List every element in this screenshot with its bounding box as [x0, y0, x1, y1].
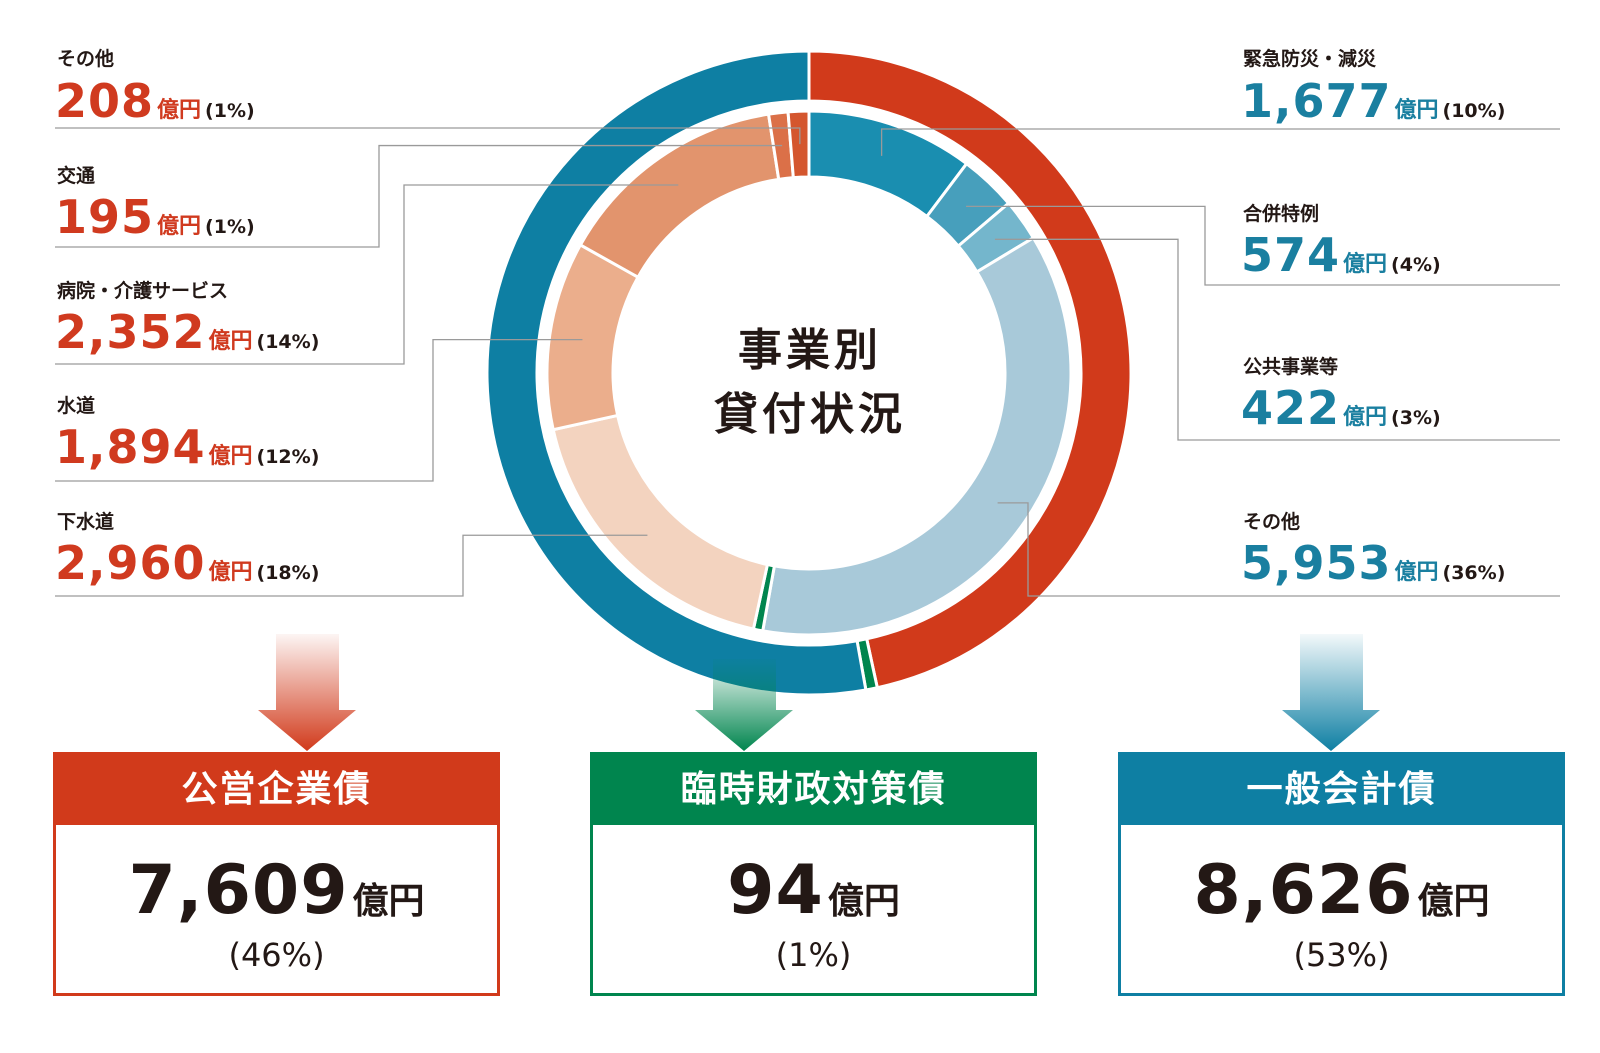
leader-line-1: [966, 205, 1560, 286]
label-percent: (1%): [205, 100, 255, 122]
label-name: 公共事業等: [1243, 356, 1339, 378]
label-number: 2,960: [55, 536, 206, 590]
label-unit: 億円: [208, 444, 253, 469]
label-value: 1,677 億円 (10%): [1241, 75, 1505, 138]
box-number: 8,626: [1193, 851, 1414, 930]
label-percent: (36%): [1442, 562, 1506, 584]
box-value: 8,626 億円: [1121, 851, 1562, 930]
box-unit: 億円: [827, 881, 900, 922]
label-value: 2,352 億円 (14%): [55, 306, 319, 369]
label-unit: 億円: [157, 214, 202, 239]
label-number: 422: [1241, 381, 1341, 435]
inner-slice-3: [760, 235, 1073, 637]
box-number: 7,609: [128, 851, 349, 930]
label-name: 交通: [57, 165, 96, 187]
label-number: 5,953: [1241, 536, 1392, 590]
leader-line-8: [55, 127, 801, 145]
box-percent: (1%): [775, 936, 852, 974]
inner-ring: [545, 109, 1073, 637]
box-value: 7,609 億円: [56, 851, 497, 930]
label-unit: 億円: [1394, 98, 1439, 123]
label-name: 下水道: [57, 511, 115, 533]
label-value: 208 億円 (1%): [55, 75, 255, 138]
arrow-down-icon: [1282, 634, 1380, 751]
label-name: 合併特例: [1243, 203, 1320, 225]
inner-slice-6: [545, 242, 641, 432]
label-number: 195: [55, 190, 155, 244]
label-number: 574: [1241, 228, 1341, 282]
box-unit: 億円: [352, 881, 425, 922]
label-value: 195 億円 (1%): [55, 191, 255, 254]
box-percent: (53%): [1293, 936, 1390, 974]
box-unit: 億円: [1417, 881, 1490, 922]
label-name: 緊急防災・減災: [1243, 48, 1377, 70]
outer-slice-0: [807, 49, 1133, 690]
label-unit: 億円: [157, 98, 202, 123]
label-value: 574 億円 (4%): [1241, 229, 1441, 292]
label-unit: 億円: [1343, 252, 1388, 277]
label-value: 422 億円 (3%): [1241, 382, 1441, 445]
label-number: 1,894: [55, 420, 206, 474]
label-value: 1,894 億円 (12%): [55, 421, 319, 484]
label-name: その他: [57, 48, 115, 70]
box-title: 臨時財政対策債: [593, 755, 1034, 825]
box-title: 一般会計債: [1121, 755, 1562, 825]
summary-box-general-account: 一般会計債 8,626 億円 (53%): [1118, 752, 1565, 996]
label-unit: 億円: [1394, 560, 1439, 585]
box-title: 公営企業債: [56, 755, 497, 825]
chart-title-line-1: 事業別: [738, 325, 882, 376]
box-percent: (46%): [228, 936, 325, 974]
label-unit: 億円: [208, 560, 253, 585]
leader-line-5: [55, 338, 583, 482]
chart-title-line-2: 貸付状況: [714, 389, 906, 440]
arrow-down-icon: [258, 634, 356, 751]
arrow-down-icon: [695, 659, 793, 751]
label-percent: (3%): [1391, 407, 1441, 429]
label-name: 病院・介護サービス: [57, 280, 229, 302]
label-value: 5,953 億円 (36%): [1241, 537, 1505, 600]
inner-slice-9: [786, 109, 811, 180]
leader-line-7: [55, 144, 783, 248]
label-percent: (12%): [256, 446, 320, 468]
label-number: 2,352: [55, 305, 206, 359]
label-unit: 億円: [1343, 405, 1388, 430]
label-number: 208: [55, 74, 155, 128]
leader-lines: [55, 127, 1560, 597]
label-value: 2,960 億円 (18%): [55, 537, 319, 600]
box-value: 94 億円: [593, 851, 1034, 930]
leader-line-6: [55, 184, 679, 365]
label-unit: 億円: [208, 329, 253, 354]
leader-line-3: [997, 502, 1560, 597]
leader-line-4: [55, 534, 648, 597]
label-percent: (10%): [1442, 100, 1506, 122]
summary-box-public-enterprise: 公営企業債 7,609 億円 (46%): [53, 752, 500, 996]
label-name: 水道: [57, 395, 96, 417]
leader-line-2: [994, 238, 1560, 441]
leader-line-0: [880, 128, 1560, 156]
box-number: 94: [727, 851, 824, 930]
summary-box-temporary-fiscal: 臨時財政対策債 94 億円 (1%): [590, 752, 1037, 996]
label-percent: (18%): [256, 562, 320, 584]
label-percent: (4%): [1391, 254, 1441, 276]
label-number: 1,677: [1241, 74, 1392, 128]
label-percent: (1%): [205, 216, 255, 238]
label-percent: (14%): [256, 331, 320, 353]
label-name: その他: [1243, 511, 1301, 533]
